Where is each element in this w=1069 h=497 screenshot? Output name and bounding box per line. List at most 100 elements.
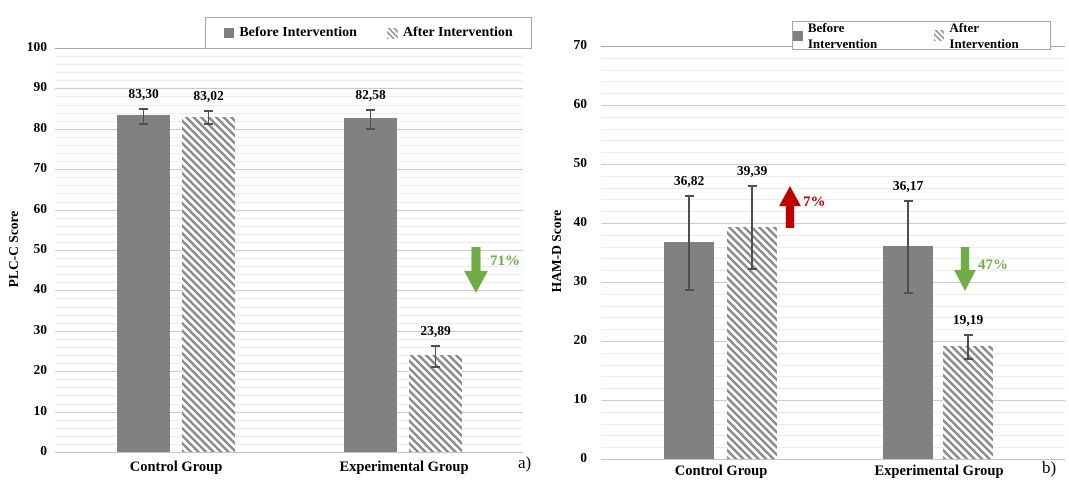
y-tick-label: 20 — [573, 332, 588, 347]
error-bar-cap-top — [204, 110, 213, 112]
error-bar — [369, 109, 372, 128]
gridline — [55, 412, 523, 413]
error-bar-cap-bottom — [963, 358, 973, 360]
error-bar-cap-top — [903, 200, 913, 202]
y-tick-label: 60 — [33, 201, 48, 216]
gridline — [601, 424, 1065, 425]
value-label: 36,82 — [673, 173, 705, 188]
gridline — [55, 290, 523, 291]
gridline — [55, 96, 523, 97]
gridline — [601, 317, 1065, 318]
gridline — [601, 400, 1065, 401]
gridline — [55, 395, 523, 396]
gridline — [601, 188, 1065, 189]
value-label: 83,30 — [128, 86, 159, 101]
gridline — [601, 447, 1065, 448]
legend-label: After Intervention — [949, 19, 1019, 51]
increase-arrow-icon — [779, 186, 801, 228]
gridline — [55, 404, 523, 405]
gridline — [55, 218, 523, 219]
gridline — [601, 247, 1065, 248]
bar-after-experimental — [409, 355, 462, 452]
gridline — [55, 420, 523, 421]
y-tick-label: 70 — [573, 37, 588, 52]
gridline — [55, 234, 523, 235]
error-bar-cap-bottom — [903, 292, 913, 294]
gridline — [601, 223, 1065, 224]
gridline — [55, 56, 523, 57]
gridline — [55, 298, 523, 299]
gridline — [55, 379, 523, 380]
legend-label: Before Intervention — [807, 19, 878, 51]
y-tick-label: 50 — [33, 241, 48, 256]
legend-item-after: After Intervention — [386, 25, 513, 41]
gridline — [55, 355, 523, 356]
error-bar-cap-top — [139, 108, 148, 110]
error-bar — [967, 334, 969, 358]
y-axis-title: PLC-C Score — [6, 210, 21, 288]
gridline — [601, 117, 1065, 118]
gridline — [55, 145, 523, 146]
gridline — [55, 153, 523, 154]
gridline — [55, 88, 523, 89]
gridline — [55, 444, 523, 445]
gridline — [601, 176, 1065, 177]
gridline — [55, 137, 523, 138]
value-label: 23,89 — [420, 323, 451, 338]
error-bar-cap-top — [963, 334, 973, 336]
gridline — [55, 169, 523, 170]
error-bar-cap-top — [747, 185, 757, 187]
gridline — [55, 307, 523, 308]
gridline — [601, 306, 1065, 307]
y-tick-label: 70 — [33, 160, 48, 175]
legend-item-before: Before Intervention — [224, 25, 357, 41]
chart-panel-a: 0 10 20 30 40 50 60 70 80 90 100 83,30 82,58 83,02 23,… — [0, 0, 534, 497]
y-tick-label: 100 — [26, 39, 47, 54]
gridline — [601, 235, 1065, 236]
gridline — [55, 210, 523, 211]
bar-after-control — [182, 117, 235, 452]
gridline — [601, 58, 1065, 59]
gridline — [55, 387, 523, 388]
gridline — [55, 202, 523, 203]
solid-swatch-icon — [224, 28, 235, 38]
error-bar — [751, 185, 753, 269]
bar-before-experimental — [344, 118, 397, 452]
error-bar-cap-bottom — [204, 123, 213, 125]
y-tick-label: 40 — [33, 281, 48, 296]
gridline — [55, 193, 523, 194]
gridline — [601, 270, 1065, 271]
gridline — [55, 428, 523, 429]
gridline — [55, 64, 523, 65]
error-bar-cap-top — [431, 345, 440, 347]
y-tick-label: 10 — [33, 403, 48, 418]
y-tick-label: 90 — [33, 79, 48, 94]
gridline — [55, 258, 523, 259]
gridline — [601, 365, 1065, 366]
gridline — [601, 70, 1065, 71]
legend-label: Before Intervention — [239, 25, 357, 40]
error-bar-cap-bottom — [139, 123, 148, 125]
legend-item-after: After Intervention — [933, 19, 1050, 52]
legend-label: After Intervention — [402, 25, 513, 40]
percent-change-label: 47% — [978, 257, 1008, 273]
y-tick-label: 60 — [573, 96, 588, 111]
gridline — [55, 185, 523, 186]
legend: Before Intervention After Intervention — [792, 19, 1051, 52]
x-axis-line — [601, 459, 1065, 460]
decrease-arrow-icon — [954, 247, 976, 291]
gridline — [601, 376, 1065, 377]
gridline — [55, 266, 523, 267]
gridline — [55, 226, 523, 227]
gridline — [55, 282, 523, 283]
y-tick-label: 20 — [33, 362, 48, 377]
error-bar-cap-top — [684, 195, 694, 197]
decrease-arrow-icon — [464, 247, 488, 293]
error-bar — [688, 195, 690, 289]
gridline — [601, 105, 1065, 106]
gridline — [55, 80, 523, 81]
error-bar — [907, 200, 909, 292]
gridline — [55, 363, 523, 364]
error-bar-cap-bottom — [747, 268, 757, 270]
